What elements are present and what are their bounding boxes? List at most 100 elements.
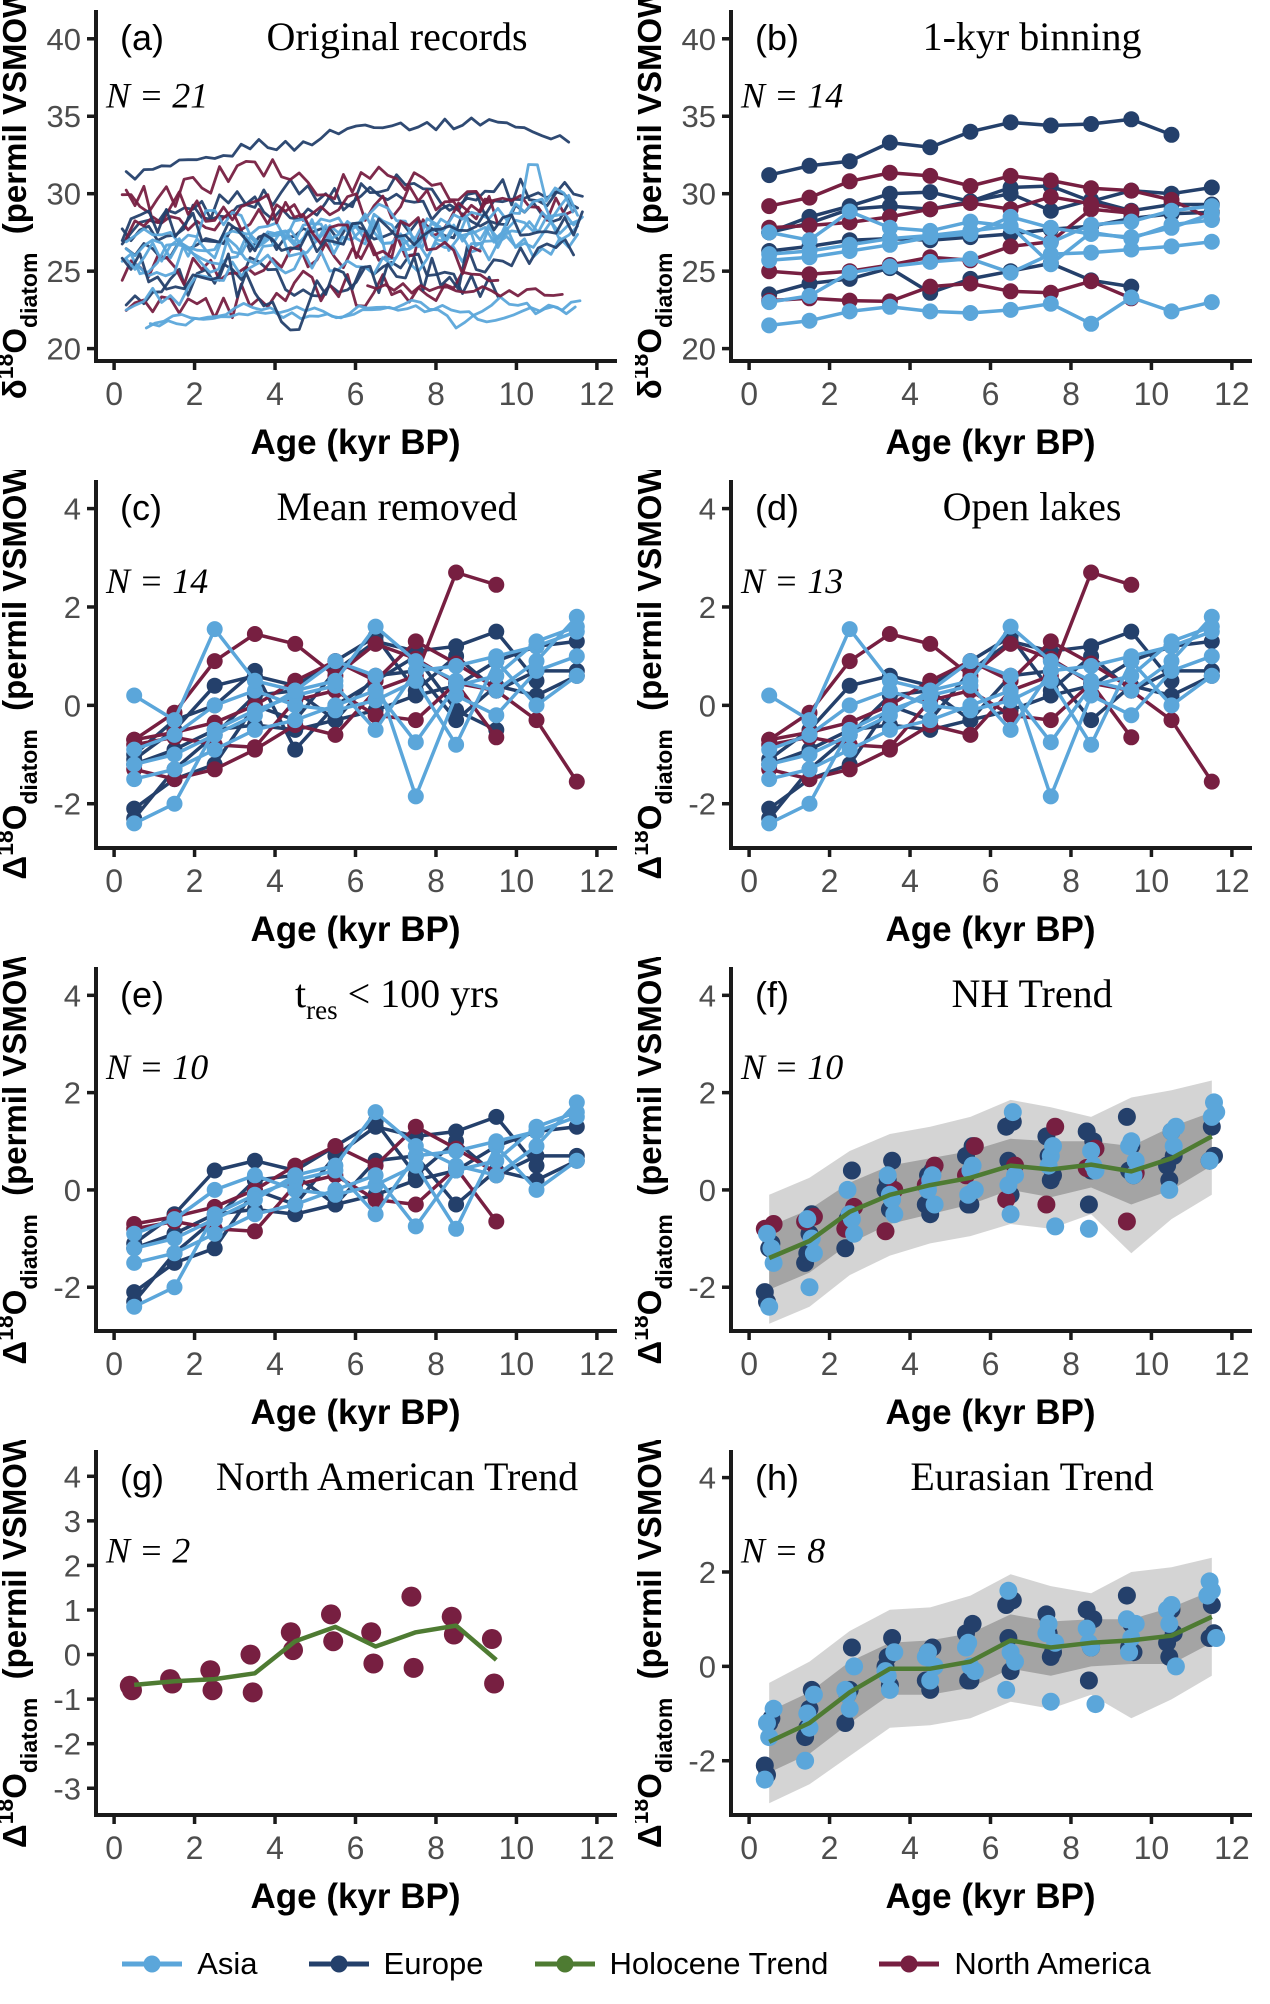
x-tick-label: 4 bbox=[266, 376, 284, 412]
y-tick-label: 30 bbox=[47, 177, 81, 212]
record-point-AS-2 bbox=[760, 1297, 779, 1316]
panel-title: Open lakes bbox=[943, 484, 1122, 529]
record-point-NA-4 bbox=[488, 729, 505, 746]
record-point-AS-3 bbox=[761, 687, 778, 704]
record-point-AS-5 bbox=[488, 1152, 505, 1169]
record-point-EU-5 bbox=[842, 1638, 861, 1657]
record-point-NA-4 bbox=[246, 1223, 263, 1240]
record-point-AS-2 bbox=[997, 1680, 1016, 1699]
record-point-NA-2 bbox=[206, 761, 223, 778]
legend-key-asia-icon bbox=[122, 1955, 183, 1973]
x-tick-label: 2 bbox=[186, 376, 204, 412]
panel-title-segment: t bbox=[295, 971, 306, 1016]
record-point-AS-2 bbox=[1117, 1610, 1136, 1629]
record-point-EU-1 bbox=[801, 157, 818, 174]
record-point-AS-5 bbox=[1166, 1117, 1185, 1136]
record-point-AS-5 bbox=[206, 1225, 223, 1242]
record-point-AS-4 bbox=[126, 1240, 143, 1257]
record-point-NA-4 bbox=[367, 707, 384, 724]
x-tick-label: 6 bbox=[982, 1346, 1000, 1382]
record-point-AS-2 bbox=[1083, 658, 1100, 674]
record-point-NA-1 bbox=[801, 189, 818, 206]
record-point-AS-2 bbox=[801, 287, 818, 304]
record-point-EU-5 bbox=[883, 1629, 902, 1647]
record-point-AS-5 bbox=[126, 1254, 143, 1271]
record-point-EU-2 bbox=[881, 185, 898, 202]
record-point-AS-4 bbox=[287, 1167, 304, 1184]
record-line-NA-4 bbox=[133, 1166, 498, 1234]
panel-title: Mean removed bbox=[277, 484, 518, 529]
record-point-AS-5 bbox=[801, 761, 818, 778]
record-point-AS-4 bbox=[367, 618, 384, 635]
record-point-AS-5 bbox=[1202, 1581, 1221, 1600]
record-line-NA-2 bbox=[133, 570, 497, 781]
record-point-AS-3 bbox=[841, 203, 858, 220]
x-axis-title: Age (kyr BP) bbox=[885, 1393, 1095, 1432]
x-tick-label: 6 bbox=[982, 863, 1000, 899]
record-point-NA-1 bbox=[922, 167, 939, 184]
x-axis-title: Age (kyr BP) bbox=[250, 1877, 460, 1916]
record-point-AS-1 bbox=[568, 1152, 585, 1169]
x-tick-label: 12 bbox=[579, 863, 615, 899]
record-point-AS-1 bbox=[885, 1643, 904, 1662]
record-point-AS-3 bbox=[407, 788, 424, 805]
y-axis-title-sub: diatom bbox=[16, 253, 42, 328]
panel-letter: (e) bbox=[120, 974, 164, 1015]
record-point-AS-4 bbox=[1120, 1643, 1139, 1662]
record-point-EU-1 bbox=[1123, 111, 1140, 128]
y-axis-title-sup: 18 bbox=[635, 1799, 653, 1825]
record-line-europe bbox=[120, 237, 575, 332]
record-point-AS-1 bbox=[798, 1210, 817, 1229]
record-point-NA-1 bbox=[287, 635, 304, 652]
record-point-NA-1 bbox=[841, 653, 858, 670]
record-point-AS-5 bbox=[1162, 1596, 1181, 1614]
x-tick-label: 2 bbox=[821, 376, 839, 412]
record-line-NA-2 bbox=[768, 570, 1132, 781]
legend-item-asia: Asia bbox=[119, 1946, 258, 1982]
record-point-NA-2 bbox=[1123, 576, 1140, 593]
y-axis-title: δ18Odiatom (permil VSMOW) bbox=[635, 0, 677, 399]
record-point-NA-1 bbox=[761, 198, 778, 215]
legend-key-point bbox=[556, 1955, 573, 1973]
record-point-AS-1 bbox=[568, 667, 585, 684]
record-point-AS-2 bbox=[1122, 1132, 1141, 1151]
y-axis-title-unit: (permil VSMOW) bbox=[635, 0, 668, 253]
record-point-AS-1 bbox=[246, 1167, 263, 1184]
y-tick-label: 0 bbox=[699, 1173, 716, 1208]
record-line-north-america bbox=[124, 269, 500, 320]
record-point-AS-2 bbox=[1001, 1205, 1020, 1224]
record-point-AS-1 bbox=[528, 697, 545, 714]
panel-d-chart: 0 2 4 6 8 10 12 -2 0 2 4 Age (kyr BP) Δ18Odiatom (pe… bbox=[627, 452, 1252, 949]
legend-label: Europe bbox=[383, 1946, 484, 1981]
y-tick-label: 4 bbox=[699, 1461, 716, 1496]
record-point-AS-3 bbox=[841, 621, 858, 638]
y-axis-title-sup: 18 bbox=[0, 1799, 18, 1825]
y-axis-title-sub: diatom bbox=[651, 1698, 677, 1773]
record-point-AS-5 bbox=[1001, 1643, 1020, 1662]
record-point-AS-5 bbox=[965, 1180, 984, 1199]
y-axis-title-unit: (permil VSMOW) bbox=[0, 1440, 33, 1698]
record-point-AS-2 bbox=[761, 294, 778, 311]
x-tick-label: 6 bbox=[982, 376, 1000, 412]
inner-confidence-band bbox=[769, 1590, 1212, 1773]
record-point-AS-2 bbox=[1082, 1142, 1101, 1160]
record-point-AS-4 bbox=[246, 1191, 263, 1208]
record-line-NA-3 bbox=[768, 639, 1133, 742]
panel-letter: (f) bbox=[755, 974, 789, 1015]
x-tick-label: 4 bbox=[901, 1346, 919, 1382]
record-point-AS-4 bbox=[1163, 653, 1180, 670]
record-point-AS-5 bbox=[448, 677, 465, 694]
record-point-AS-5 bbox=[1123, 667, 1140, 684]
record-point-NA-1 bbox=[922, 635, 939, 652]
record-point-AS-4 bbox=[919, 1643, 937, 1662]
record-line-EU-2 bbox=[132, 1154, 578, 1303]
record-point-AS-2 bbox=[367, 1206, 384, 1223]
record-point-AS-3 bbox=[246, 672, 263, 689]
record-point-AS-5 bbox=[804, 1244, 823, 1263]
x-tick-label: 12 bbox=[1214, 863, 1250, 899]
y-axis-title-main: O bbox=[635, 1290, 668, 1316]
record-point-AS-3 bbox=[962, 653, 979, 670]
record-point-EU-1 bbox=[1117, 1586, 1136, 1605]
inner-confidence-band bbox=[769, 1112, 1212, 1290]
y-tick-label: 2 bbox=[64, 1548, 81, 1583]
